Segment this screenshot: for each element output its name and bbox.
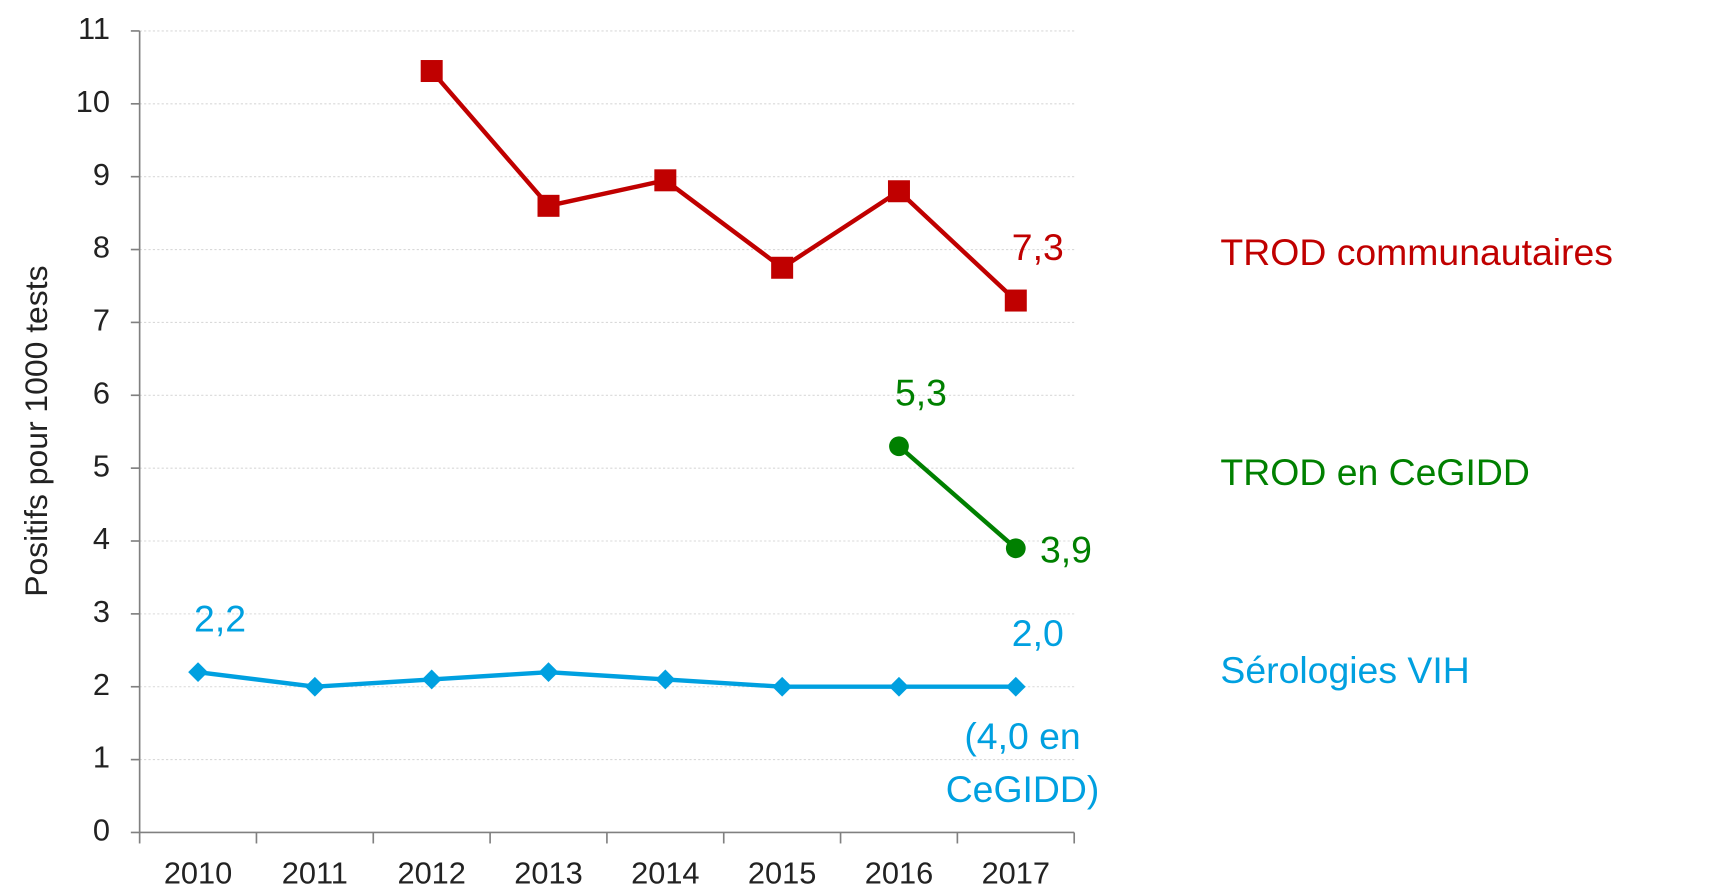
marker	[188, 662, 208, 683]
y-tick-label: 10	[76, 84, 110, 119]
x-tick-label: 2013	[514, 855, 582, 890]
x-tick-label: 2011	[282, 855, 348, 890]
annotation-line: (4,0 en	[964, 715, 1080, 757]
y-tick-label: 11	[78, 11, 110, 46]
annotation-line: CeGIDD)	[946, 768, 1100, 810]
x-tick-label: 2016	[865, 855, 933, 890]
y-tick-label: 5	[93, 448, 110, 483]
marker	[654, 169, 677, 192]
marker	[1005, 538, 1026, 559]
y-tick-label: 1	[93, 740, 110, 775]
y-tick-label: 7	[93, 303, 110, 338]
data-label: 2,2	[194, 597, 246, 639]
y-tick-label: 8	[93, 230, 110, 265]
x-tick-label: 2014	[631, 855, 699, 890]
series-line	[430, 69, 1018, 303]
y-tick-label: 6	[93, 375, 110, 410]
marker	[421, 669, 442, 690]
x-tick-label: 2010	[164, 855, 232, 890]
marker	[655, 669, 676, 690]
legend-label: Sérologies VIH	[1220, 649, 1469, 691]
data-label: 2,0	[1012, 612, 1064, 654]
series-line	[197, 669, 1016, 689]
marker	[420, 60, 443, 83]
series-line	[897, 444, 1018, 550]
legend-label: TROD en CeGIDD	[1220, 451, 1529, 493]
marker	[1004, 289, 1027, 312]
marker	[887, 180, 910, 203]
data-label: 7,3	[1012, 226, 1064, 268]
marker	[537, 194, 560, 217]
legend-label: TROD communautaires	[1220, 231, 1613, 273]
x-tick-label: 2017	[982, 855, 1050, 890]
marker	[889, 436, 909, 457]
marker	[772, 676, 793, 697]
x-tick-label: 2015	[748, 855, 816, 890]
marker	[889, 676, 909, 697]
data-label: 5,3	[895, 372, 947, 414]
data-label: 3,9	[1040, 529, 1092, 571]
y-tick-label: 3	[93, 594, 110, 629]
marker	[771, 256, 794, 279]
y-tick-label: 4	[93, 521, 110, 556]
marker	[1005, 676, 1026, 697]
y-tick-label: 0	[93, 813, 110, 848]
x-tick-label: 2012	[397, 855, 465, 890]
marker	[304, 676, 325, 697]
y-axis-label: Positifs pour 1000 tests	[18, 265, 54, 596]
annotation: (4,0 en CeGIDD)	[946, 715, 1100, 810]
y-tick-label: 2	[93, 667, 110, 702]
y-tick-label: 9	[93, 157, 110, 192]
marker	[538, 662, 559, 683]
